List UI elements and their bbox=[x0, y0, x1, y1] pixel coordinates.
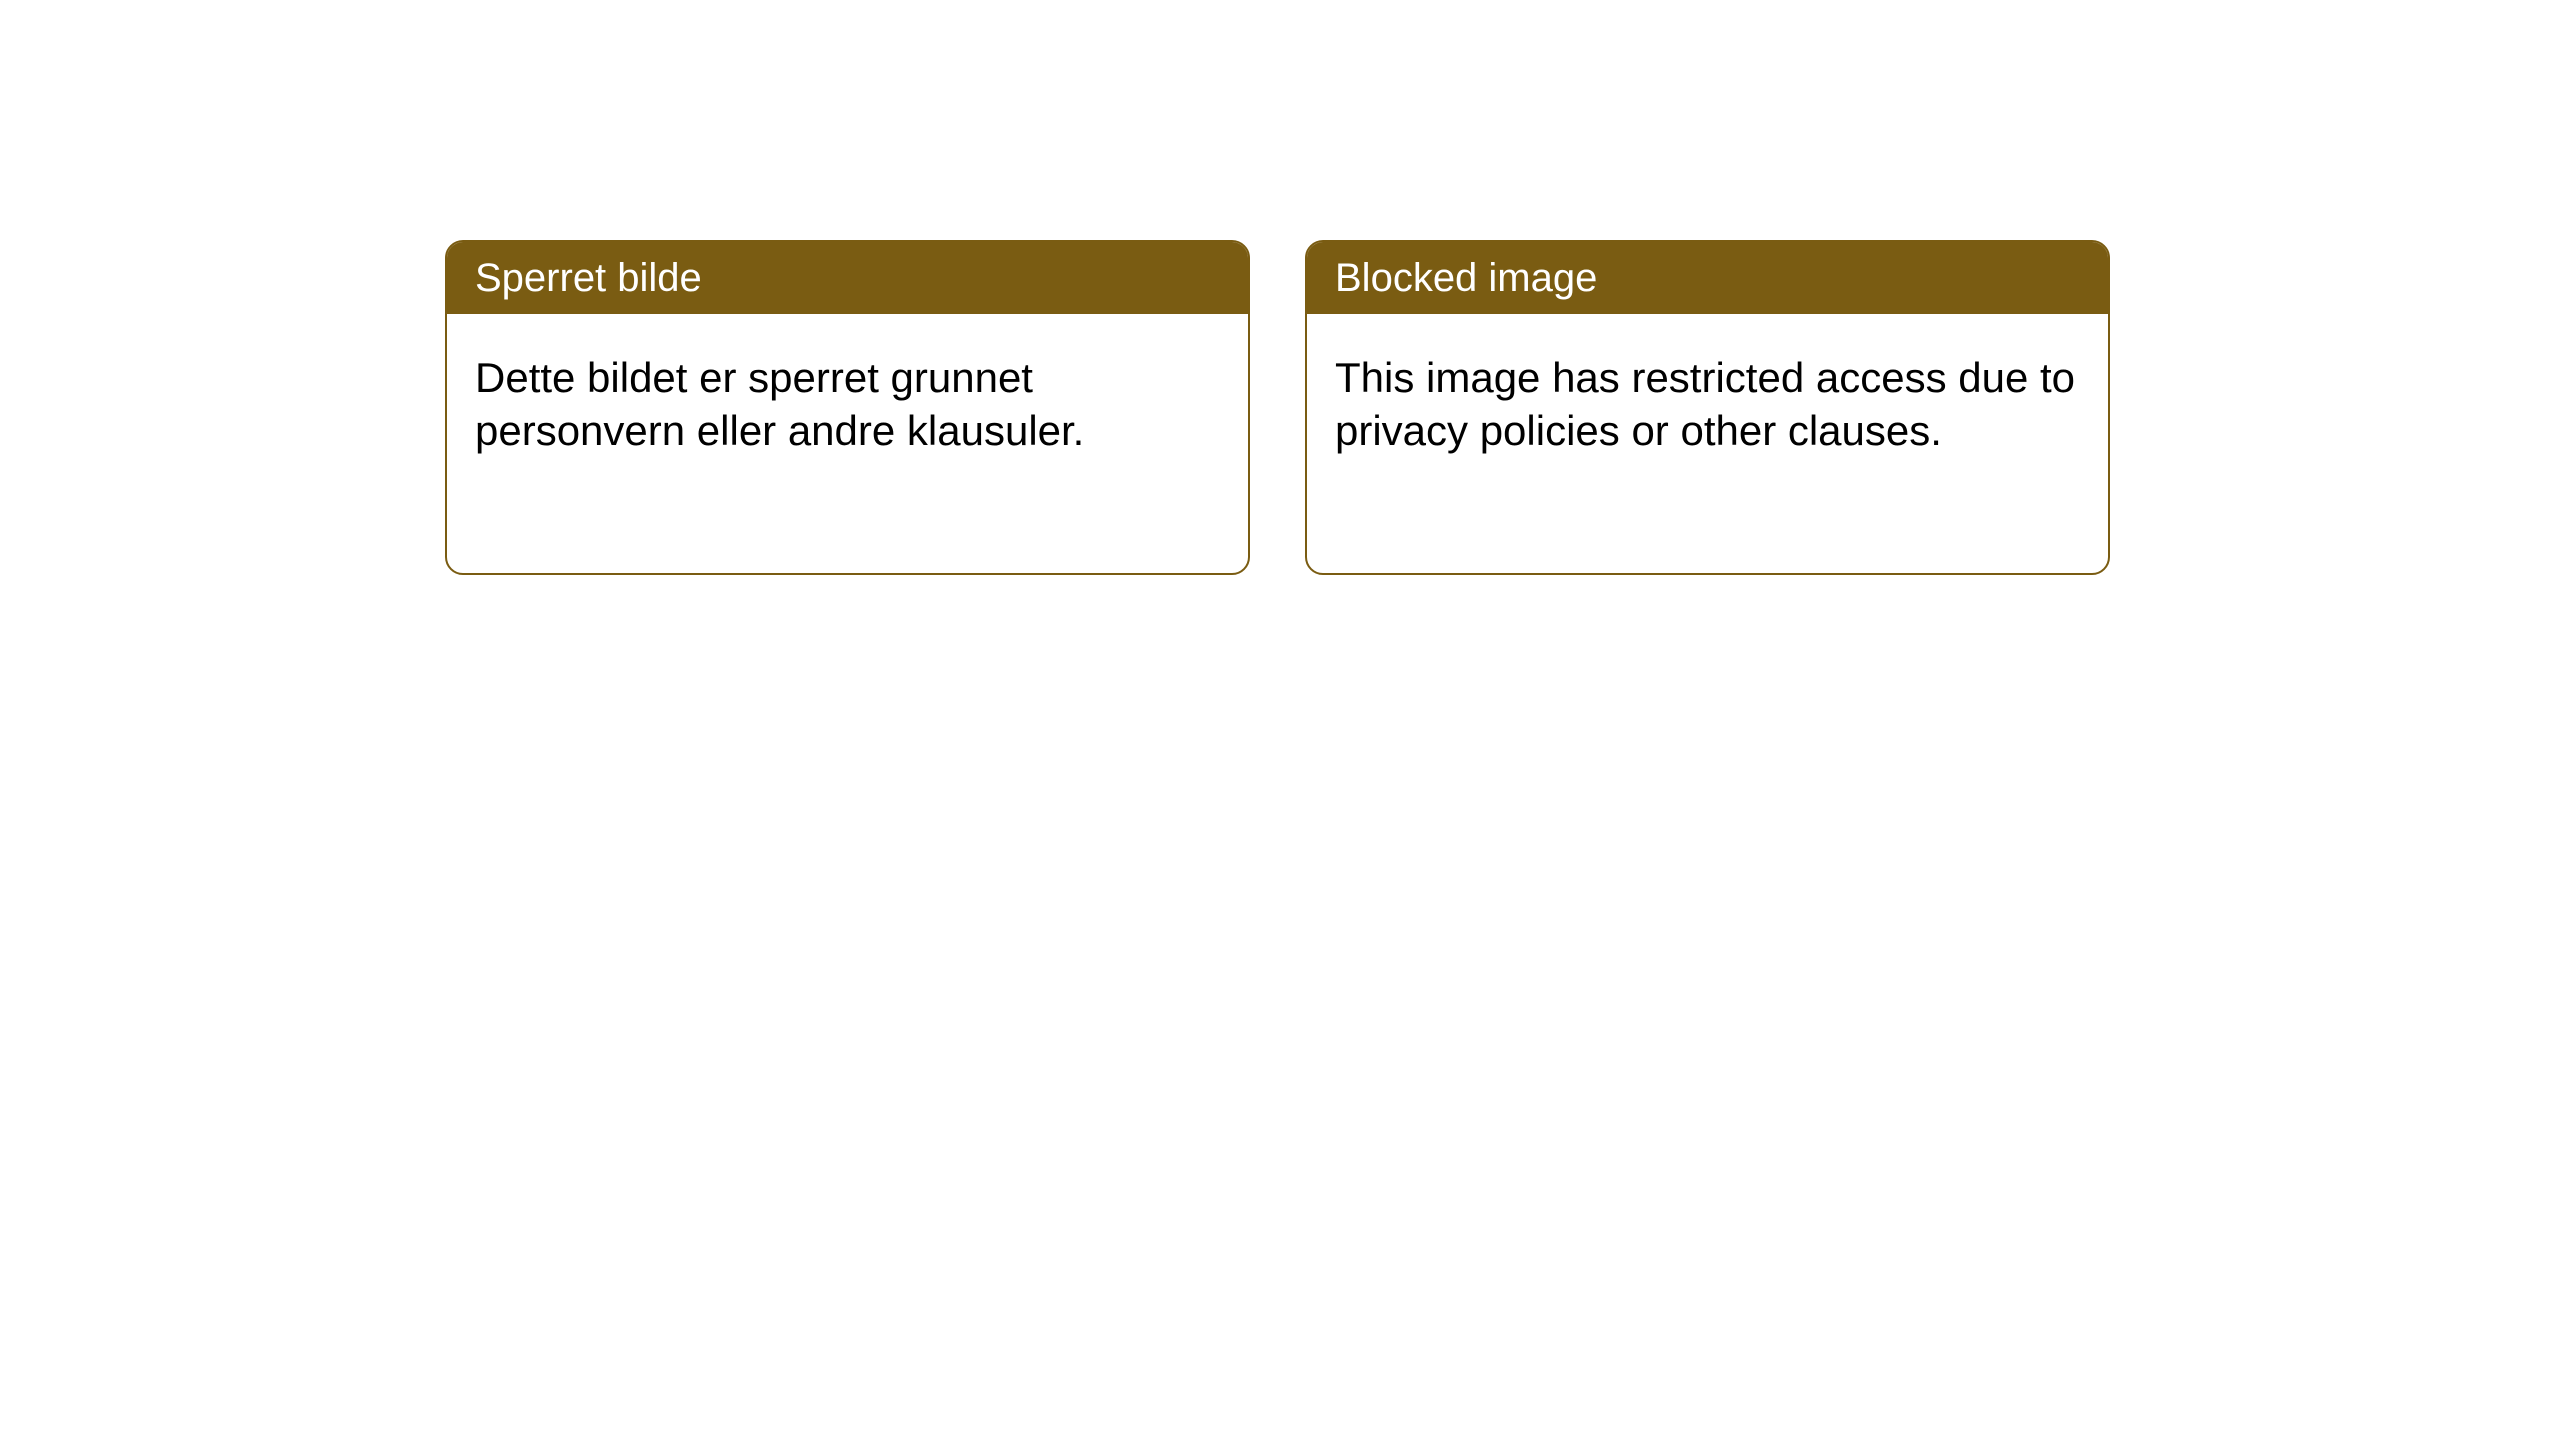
notice-header-no: Sperret bilde bbox=[447, 242, 1248, 314]
notice-box-en: Blocked image This image has restricted … bbox=[1305, 240, 2110, 575]
notice-body-en: This image has restricted access due to … bbox=[1307, 314, 2108, 496]
notice-container: Sperret bilde Dette bildet er sperret gr… bbox=[445, 240, 2110, 575]
notice-header-en: Blocked image bbox=[1307, 242, 2108, 314]
notice-body-no: Dette bildet er sperret grunnet personve… bbox=[447, 314, 1248, 496]
notice-box-no: Sperret bilde Dette bildet er sperret gr… bbox=[445, 240, 1250, 575]
